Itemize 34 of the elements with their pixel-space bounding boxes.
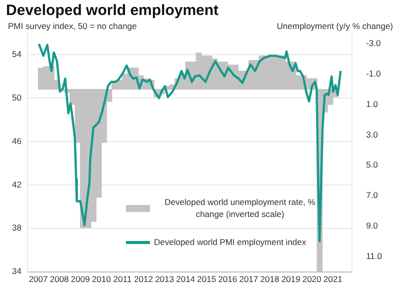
y2-tick-label: -3.0 xyxy=(366,38,382,48)
y2-tick-label: 7.0 xyxy=(366,190,378,200)
x-tick-label: 2017 xyxy=(239,274,258,284)
x-tick-label: 2010 xyxy=(92,274,112,284)
y-tick-label: 50 xyxy=(12,92,22,102)
legend-label: Developed world PMI employment index xyxy=(154,236,306,248)
y2-axis-title: Unemployment (y/y % change) xyxy=(276,21,393,31)
x-tick-label: 2021 xyxy=(323,274,343,284)
x-tick-label: 2016 xyxy=(218,274,238,284)
x-tick-label: 2018 xyxy=(260,274,280,284)
y2-tick-label: 11.0 xyxy=(366,250,382,261)
x-tick-label: 2015 xyxy=(197,274,216,284)
y-tick-label: 38 xyxy=(12,222,22,233)
y-tick-label: 54 xyxy=(12,49,22,60)
x-tick-label: 2020 xyxy=(302,274,322,284)
y2-tick-label: 3.0 xyxy=(366,129,378,140)
x-tick-label: 2009 xyxy=(70,274,90,284)
y2-tick-label: 5.0 xyxy=(366,160,378,170)
x-tick-label: 2012 xyxy=(134,274,154,284)
legend-label: Developed world unemployment rate, % change (inverted scale) xyxy=(164,196,316,220)
x-tick-label: 2008 xyxy=(50,274,70,284)
y2-tick-label: 1.0 xyxy=(366,98,378,109)
y-tick-label: 46 xyxy=(12,136,22,146)
y-axis-title: PMI survey index, 50 = no change xyxy=(8,21,137,31)
chart-title: Developed world employment xyxy=(6,2,219,19)
x-tick-label: 2013 xyxy=(155,274,174,284)
y2-tick-label: 9.0 xyxy=(366,220,378,231)
y-tick-label: 34 xyxy=(12,266,22,276)
x-tick-label: 2007 xyxy=(28,274,48,284)
x-tick-label: 2014 xyxy=(176,274,196,284)
x-tick-label: 2019 xyxy=(281,274,300,284)
x-tick-label: 2011 xyxy=(113,274,132,284)
y2-tick-label: -1.0 xyxy=(366,68,382,78)
y-tick-label: 42 xyxy=(12,179,22,190)
